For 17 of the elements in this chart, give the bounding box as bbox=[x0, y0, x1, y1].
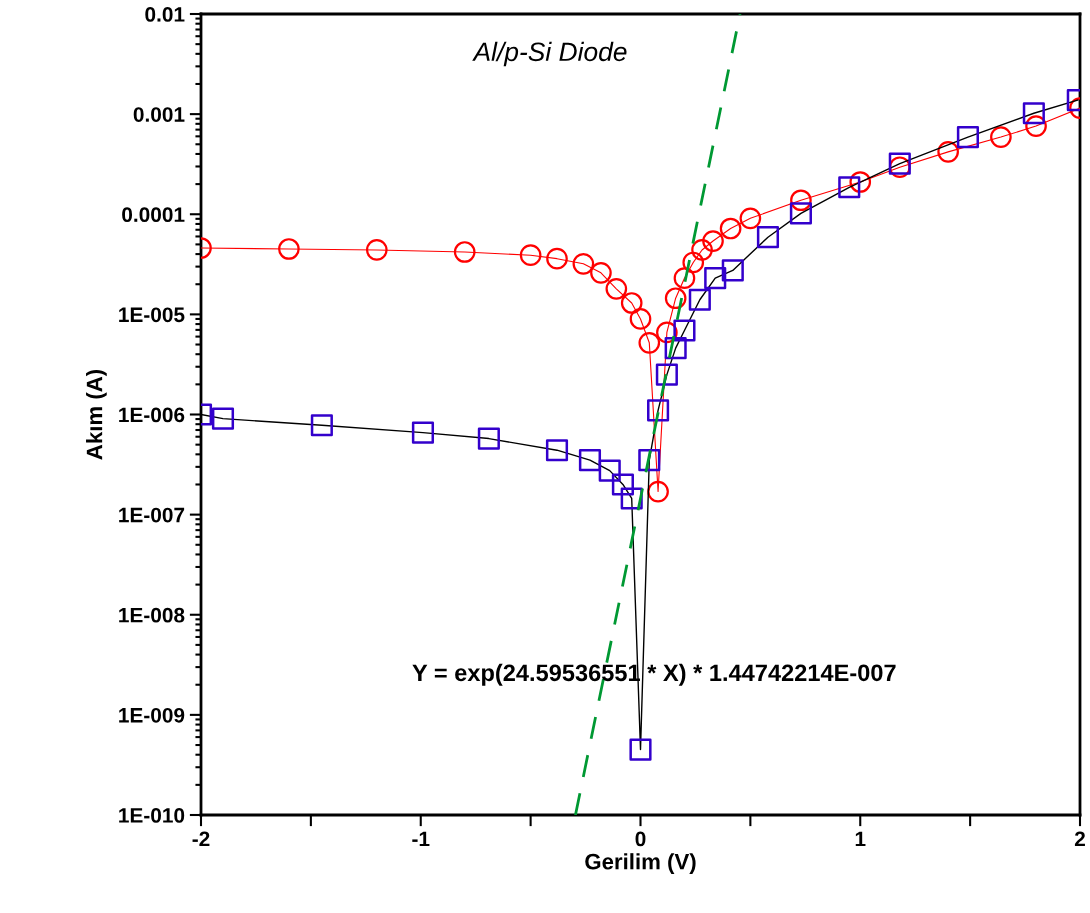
annotation: Al/p-Si Diode bbox=[472, 41, 627, 67]
y-tick-label: 0.001 bbox=[133, 107, 185, 122]
x-tick-label: 1 bbox=[855, 831, 866, 847]
y-axis-title: Akım (A) bbox=[86, 369, 107, 460]
y-tick-label: 1E-005 bbox=[119, 307, 185, 323]
y-tick-label: 1E-008 bbox=[119, 607, 185, 623]
x-tick-label: -2 bbox=[192, 831, 210, 847]
y-tick-label: 0.0001 bbox=[122, 207, 185, 222]
y-tick-label: 1E-010 bbox=[119, 808, 185, 823]
x-tick-label: -1 bbox=[412, 831, 430, 847]
y-tick-label: 0.01 bbox=[145, 7, 185, 22]
x-tick-label: 0 bbox=[635, 831, 646, 847]
y-tick-label: 1E-009 bbox=[119, 707, 185, 723]
y-tick-label: 1E-006 bbox=[119, 407, 185, 423]
y-tick-label: 1E-007 bbox=[119, 507, 185, 523]
x-axis-title: Gerilim (V) bbox=[585, 853, 696, 874]
x-tick-label: 2 bbox=[1074, 831, 1085, 847]
